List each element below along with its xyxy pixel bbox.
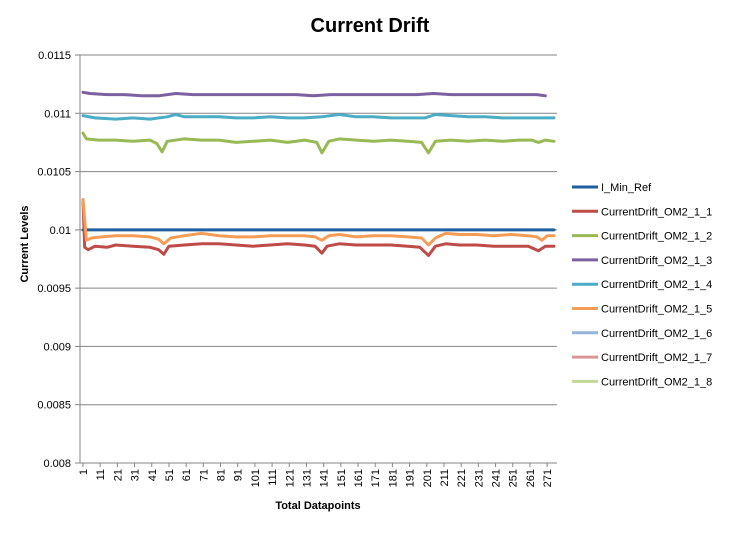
x-tick-label: 161 bbox=[353, 469, 365, 487]
y-tick-label: 0.01 bbox=[50, 225, 71, 237]
legend-label: CurrentDrift_OM2_1_3 bbox=[601, 255, 712, 267]
x-tick-label: 71 bbox=[198, 469, 210, 481]
x-tick-label: 231 bbox=[473, 469, 485, 487]
y-tick-label: 0.0095 bbox=[37, 283, 71, 295]
legend-label: CurrentDrift_OM2_1_1 bbox=[601, 206, 712, 218]
y-tick-label: 0.008 bbox=[43, 458, 71, 470]
x-tick-label: 151 bbox=[336, 469, 348, 487]
x-tick-label: 251 bbox=[508, 469, 520, 487]
x-tick-label: 261 bbox=[525, 469, 537, 487]
series-lines bbox=[81, 90, 556, 257]
x-tick-label: 191 bbox=[405, 469, 417, 487]
x-axis-title: Total Datapoints bbox=[275, 500, 360, 512]
chart-title: Current Drift bbox=[311, 15, 430, 37]
x-tick-label: 11 bbox=[95, 469, 107, 480]
legend: I_Min_Ref CurrentDrift_OM2_1_1 CurrentDrif… bbox=[572, 182, 712, 388]
legend-label: I_Min_Ref bbox=[601, 182, 652, 194]
x-tick-label: 51 bbox=[164, 469, 176, 481]
series-line-currentdrift-om2-1-5 bbox=[81, 198, 556, 247]
x-tick-label: 81 bbox=[216, 469, 228, 481]
x-tick-label: 91 bbox=[233, 469, 245, 481]
legend-label: CurrentDrift_OM2_1_4 bbox=[601, 279, 712, 291]
series-line-currentdrift-om2-1-2 bbox=[81, 131, 556, 155]
x-tick-label: 241 bbox=[491, 469, 503, 487]
axis-lines bbox=[79, 55, 557, 464]
x-tick-label: 201 bbox=[422, 469, 434, 487]
y-tick-label: 0.0085 bbox=[37, 400, 71, 412]
x-tick-label: 21 bbox=[112, 469, 124, 481]
x-tick-label: 121 bbox=[284, 469, 296, 487]
series-line-currentdrift-om2-1-1 bbox=[81, 199, 556, 257]
x-tick-label: 211 bbox=[439, 469, 451, 487]
x-tick-label: 111 bbox=[267, 469, 279, 486]
legend-label: CurrentDrift_OM2_1_5 bbox=[601, 304, 712, 316]
series-line-currentdrift-om2-1-3 bbox=[81, 90, 547, 98]
y-tick-label: 0.011 bbox=[44, 108, 71, 120]
x-tick-label: 31 bbox=[130, 469, 142, 481]
x-tick-label: 141 bbox=[319, 469, 331, 487]
x-tick-label: 41 bbox=[147, 469, 159, 481]
y-tick-label: 0.0105 bbox=[37, 167, 71, 179]
x-tick-label: 181 bbox=[387, 469, 399, 487]
y-axis-title: Current Levels bbox=[19, 205, 31, 282]
series-line-currentdrift-om2-1-4 bbox=[81, 113, 556, 121]
x-tick-label: 131 bbox=[301, 469, 313, 487]
legend-label: CurrentDrift_OM2_1_8 bbox=[601, 376, 712, 388]
x-tick-label: 61 bbox=[181, 469, 193, 481]
y-tick-label: 0.009 bbox=[43, 341, 71, 353]
x-tick-label: 271 bbox=[542, 469, 554, 487]
x-tick-label: 101 bbox=[250, 469, 262, 487]
x-tick-label: 1 bbox=[78, 469, 90, 475]
legend-label: CurrentDrift_OM2_1_6 bbox=[601, 328, 712, 340]
legend-label: CurrentDrift_OM2_1_7 bbox=[601, 352, 712, 364]
legend-label: CurrentDrift_OM2_1_2 bbox=[601, 231, 712, 243]
y-tick-label: 0.0115 bbox=[38, 50, 71, 62]
x-tick-label: 221 bbox=[456, 469, 468, 487]
x-tick-label: 171 bbox=[370, 469, 382, 487]
x-axis-ticks: 1 11 21 31 41 51 61 71 81 91 101 111 121 131 141 151 161… bbox=[78, 463, 554, 487]
y-axis-ticks: 0.008 0.0085 0.009 0.0095 0.01 0.0105 0.011 0.0… bbox=[37, 50, 80, 470]
